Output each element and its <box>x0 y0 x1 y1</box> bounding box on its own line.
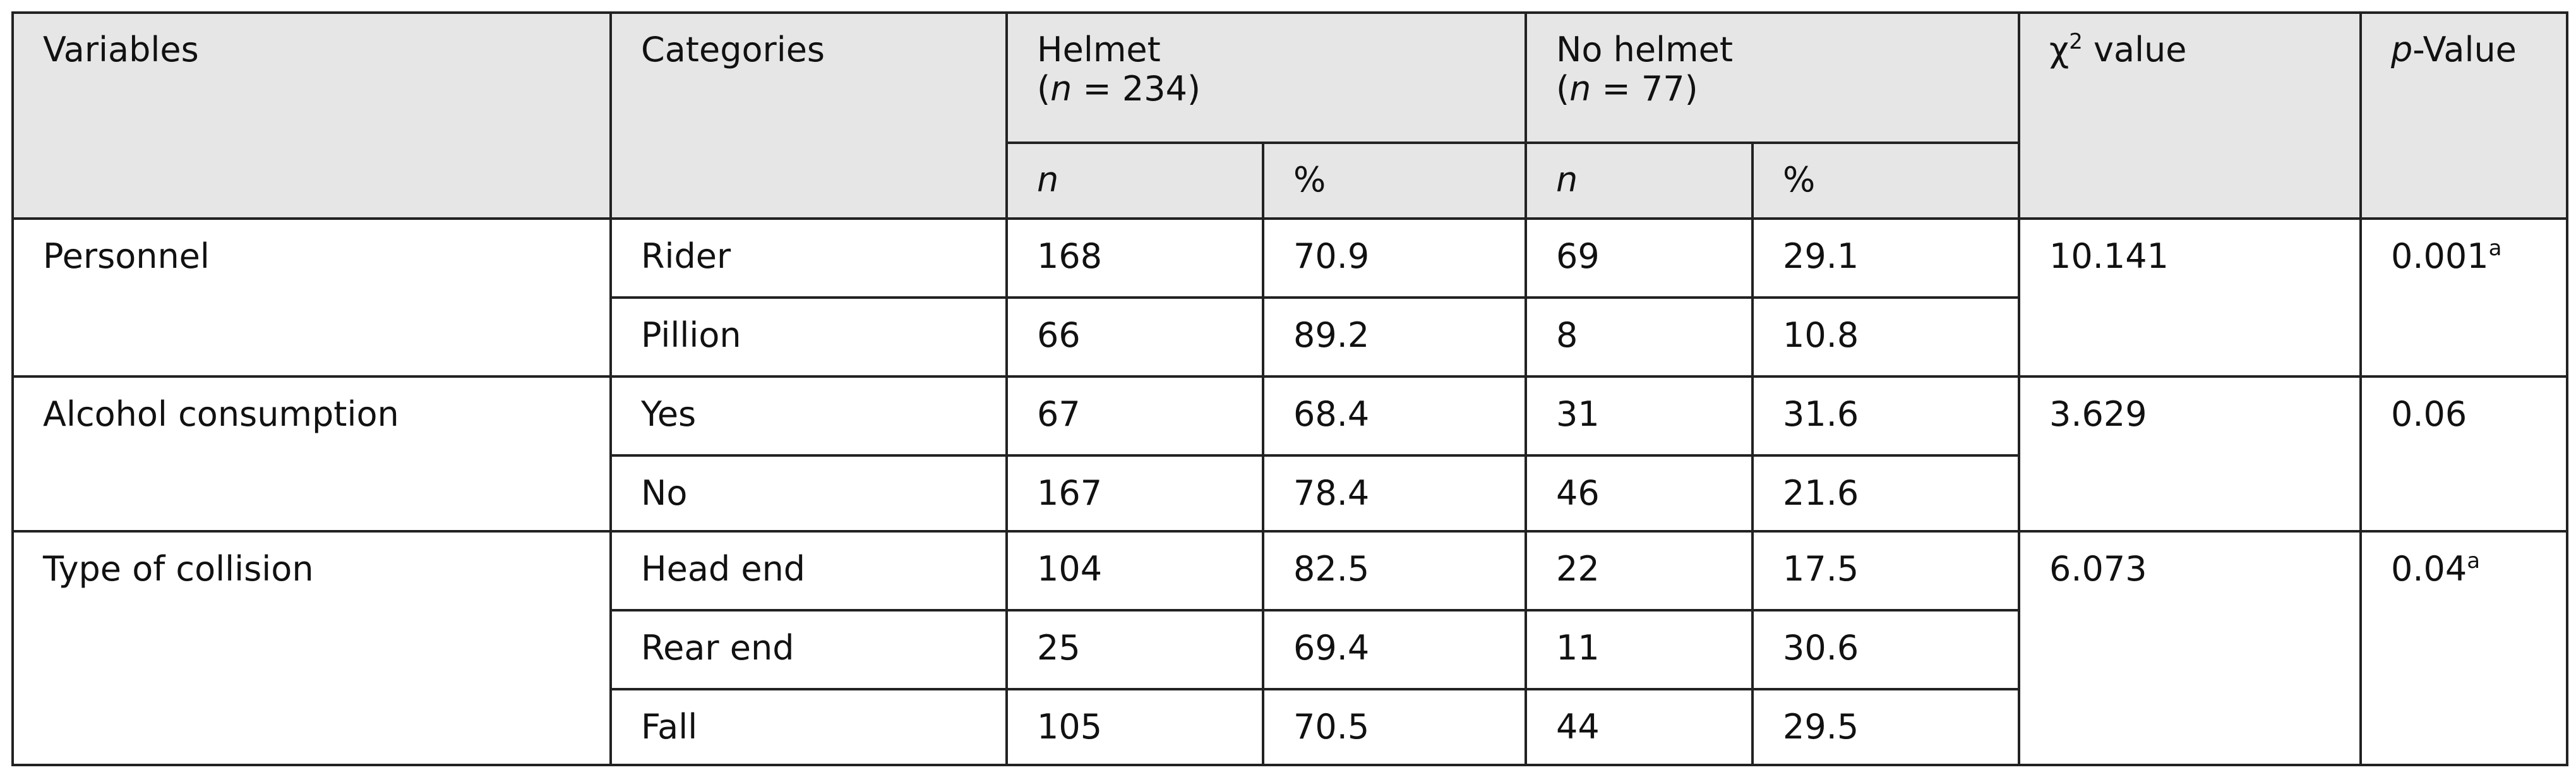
header-text: No helmet <box>1556 30 1734 69</box>
table-header: Variables Categories Helmet (n = 234) No … <box>11 11 2569 220</box>
data-cell: 22 <box>1525 530 1754 611</box>
data-cell: 31.6 <box>1751 375 2021 457</box>
header-text: Helmet <box>1037 30 1161 69</box>
chi2-cell: 10.141 <box>2018 217 2363 378</box>
data-cell: 89.2 <box>1262 296 1527 378</box>
data-cell: 11 <box>1525 609 1754 690</box>
data-cell: Fall <box>609 688 1008 766</box>
header-text: n <box>1556 160 1578 200</box>
header-text: ( <box>1037 69 1051 109</box>
footnote-mark: a <box>2467 548 2481 574</box>
table-row: Personnel Rider 168 70.9 69 29.1 10.141 0.001a <box>11 217 2569 378</box>
table-row: Alcohol consumption Yes 67 68.4 31 31.6 3.629 0… <box>11 375 2569 533</box>
data-cell: 30.6 <box>1751 609 2021 690</box>
header-text: ( <box>1556 69 1570 109</box>
data-cell: 10.8 <box>1751 296 2021 378</box>
header-text: χ <box>2049 30 2070 69</box>
header-text: p <box>2391 30 2413 69</box>
table-row: Rear end 25 69.4 11 30.6 <box>13 609 2567 690</box>
header-cell: % <box>1751 142 2021 220</box>
p-value: 0.04 <box>2391 549 2467 589</box>
data-cell: 70.5 <box>1262 688 1527 766</box>
header-cell: p-Value <box>2359 11 2569 220</box>
data-cell: 29.1 <box>1751 217 2021 299</box>
data-cell: No <box>609 454 1008 533</box>
data-cell: 82.5 <box>1262 530 1527 611</box>
data-cell: 25 <box>1005 609 1264 690</box>
data-cell: 69.4 <box>1262 609 1527 690</box>
chi2-cell: 3.629 <box>2018 375 2363 533</box>
header-cell: n <box>1005 142 1264 220</box>
data-cell: 69 <box>1525 217 1754 299</box>
p-value: 0.001 <box>2391 236 2489 276</box>
header-text: -Value <box>2412 30 2517 69</box>
header-cell: Helmet (n = 234) <box>1005 11 1527 144</box>
data-cell: 167 <box>1005 454 1264 533</box>
data-cell: 29.5 <box>1751 688 2021 766</box>
data-cell: Rear end <box>609 609 1008 690</box>
header-text: value <box>2082 30 2187 69</box>
data-cell: 67 <box>1005 375 1264 457</box>
header-cell: Categories <box>609 11 1008 220</box>
header-cell: χ2 value <box>2018 11 2363 220</box>
variable-cell: Alcohol consumption <box>11 375 612 533</box>
header-text: 2 <box>2069 29 2083 54</box>
header-cell: No helmet (n = 77) <box>1524 11 2021 144</box>
data-cell: 44 <box>1525 688 1754 766</box>
table-body: Personnel Rider 168 70.9 69 29.1 10.141 0.001a P… <box>11 217 2569 766</box>
variable-cell: Type of collision <box>11 530 612 766</box>
data-cell: 78.4 <box>1262 454 1527 533</box>
data-cell: 21.6 <box>1751 454 2021 533</box>
data-cell: 70.9 <box>1262 217 1527 299</box>
p-value: 0.06 <box>2391 394 2467 434</box>
p-cell: 0.04a <box>2359 530 2569 766</box>
table-row: Fall 105 70.5 44 29.5 <box>13 688 2567 766</box>
p-cell: 0.001a <box>2359 217 2569 378</box>
data-cell: 105 <box>1005 688 1264 766</box>
header-text: = 77) <box>1591 69 1698 109</box>
header-cell: n <box>1525 142 1754 220</box>
data-cell: 17.5 <box>1751 530 2021 611</box>
data-cell: Pillion <box>609 296 1008 378</box>
data-table: Variables Categories Helmet (n = 234) No … <box>11 11 2569 766</box>
table-row: Type of collision Head end 104 82.5 22 17.5 6.… <box>11 530 2569 766</box>
data-cell: Head end <box>609 530 1008 611</box>
variable-cell: Personnel <box>11 217 612 378</box>
data-cell: 66 <box>1005 296 1264 378</box>
table-row: Pillion 66 89.2 8 10.8 <box>13 296 2567 378</box>
data-cell: 31 <box>1525 375 1754 457</box>
chi2-cell: 6.073 <box>2018 530 2363 766</box>
data-cell: 104 <box>1005 530 1264 611</box>
p-cell: 0.06 <box>2359 375 2569 533</box>
header-text: n <box>1050 69 1072 109</box>
data-cell: 46 <box>1525 454 1754 533</box>
header-cell: % <box>1262 142 1527 220</box>
header-text: n <box>1569 69 1591 109</box>
table-row: No 167 78.4 46 21.6 <box>13 454 2567 533</box>
data-cell: 68.4 <box>1262 375 1527 457</box>
data-cell: Rider <box>609 217 1008 299</box>
header-cell: Variables <box>11 11 612 220</box>
header-text: = 234) <box>1072 69 1201 109</box>
data-cell: 8 <box>1525 296 1754 378</box>
header-text: n <box>1037 160 1059 200</box>
footnote-mark: a <box>2488 236 2502 261</box>
data-cell: 168 <box>1005 217 1264 299</box>
data-cell: Yes <box>609 375 1008 457</box>
